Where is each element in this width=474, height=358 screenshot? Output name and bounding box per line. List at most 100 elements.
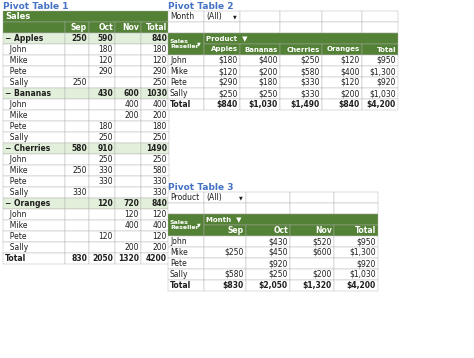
Bar [65, 55, 89, 66]
Text: 400: 400 [152, 221, 167, 230]
Bar [115, 165, 141, 176]
Text: 180: 180 [153, 122, 167, 131]
Text: 200: 200 [125, 111, 139, 120]
Bar [3, 132, 65, 143]
Text: 200: 200 [153, 243, 167, 252]
Bar [65, 44, 89, 55]
Bar [115, 242, 141, 253]
Text: 1320: 1320 [118, 254, 139, 263]
Text: $1,490: $1,490 [291, 100, 320, 109]
Bar [3, 231, 65, 242]
Bar [280, 55, 322, 66]
Text: Sally: Sally [5, 78, 28, 87]
Text: 250: 250 [73, 166, 87, 175]
Text: ▼: ▼ [239, 195, 243, 200]
Text: Sally: Sally [5, 243, 28, 252]
Text: Mike: Mike [5, 221, 27, 230]
Text: $120: $120 [219, 67, 238, 76]
Text: Bananas: Bananas [245, 47, 278, 53]
Text: $580: $580 [301, 67, 320, 76]
Text: Pete: Pete [5, 67, 27, 76]
Text: 250: 250 [72, 34, 87, 43]
Text: John: John [5, 100, 27, 109]
Text: Sally: Sally [5, 133, 28, 142]
Bar [334, 225, 378, 236]
Bar [362, 22, 398, 33]
Bar [334, 247, 378, 258]
Bar [89, 77, 115, 88]
Bar [168, 280, 204, 291]
Bar [168, 88, 204, 99]
Text: Pete: Pete [170, 78, 187, 87]
Bar [290, 236, 334, 247]
Bar [362, 99, 398, 110]
Text: Oranges: Oranges [327, 47, 360, 53]
Text: Sep: Sep [228, 226, 244, 235]
Bar [115, 198, 141, 209]
Bar [115, 253, 141, 264]
Bar [115, 22, 141, 33]
Text: 1030: 1030 [146, 89, 167, 98]
Text: $120: $120 [341, 78, 360, 87]
Text: ▼: ▼ [197, 223, 201, 227]
Bar [3, 44, 65, 55]
Bar [362, 55, 398, 66]
Bar [65, 99, 89, 110]
Bar [246, 280, 290, 291]
Text: Total: Total [146, 23, 167, 32]
Text: Month  ▼: Month ▼ [206, 217, 241, 223]
Bar [246, 258, 290, 269]
Text: − Bananas: − Bananas [5, 89, 51, 98]
Bar [3, 176, 65, 187]
Text: $290: $290 [219, 78, 238, 87]
Text: 200: 200 [153, 111, 167, 120]
Text: Cherries: Cherries [287, 47, 320, 53]
Text: $920: $920 [269, 259, 288, 268]
Bar [65, 209, 89, 220]
Text: 290: 290 [99, 67, 113, 76]
Bar [204, 66, 240, 77]
Bar [204, 280, 246, 291]
Text: $920: $920 [356, 259, 376, 268]
Text: John: John [5, 155, 27, 164]
Text: $250: $250 [269, 270, 288, 279]
Bar [141, 198, 169, 209]
Text: 330: 330 [152, 177, 167, 186]
Bar [334, 258, 378, 269]
Text: − Cherries: − Cherries [5, 144, 50, 153]
Bar [141, 242, 169, 253]
Text: − Apples: − Apples [5, 34, 43, 43]
Text: Sales: Sales [5, 12, 30, 21]
Text: 180: 180 [99, 45, 113, 54]
Text: Pete: Pete [5, 232, 27, 241]
Bar [290, 247, 334, 258]
Text: $430: $430 [268, 237, 288, 246]
Bar [246, 192, 290, 203]
Bar [322, 11, 362, 22]
Bar [65, 143, 89, 154]
Bar [204, 214, 378, 225]
Bar [141, 77, 169, 88]
Bar [322, 44, 362, 55]
Text: $250: $250 [219, 89, 238, 98]
Bar [89, 220, 115, 231]
Bar [141, 253, 169, 264]
Bar [65, 165, 89, 176]
Bar [141, 44, 169, 55]
Bar [362, 11, 398, 22]
Text: $830: $830 [223, 281, 244, 290]
Bar [246, 269, 290, 280]
Bar [362, 44, 398, 55]
Bar [246, 236, 290, 247]
Bar [3, 165, 65, 176]
Bar [89, 176, 115, 187]
Text: Pete: Pete [5, 122, 27, 131]
Bar [89, 165, 115, 176]
Bar [322, 77, 362, 88]
Bar [115, 110, 141, 121]
Text: Mike: Mike [170, 67, 188, 76]
Bar [3, 209, 65, 220]
Bar [65, 22, 89, 33]
Text: Nov: Nov [122, 23, 139, 32]
Bar [246, 225, 290, 236]
